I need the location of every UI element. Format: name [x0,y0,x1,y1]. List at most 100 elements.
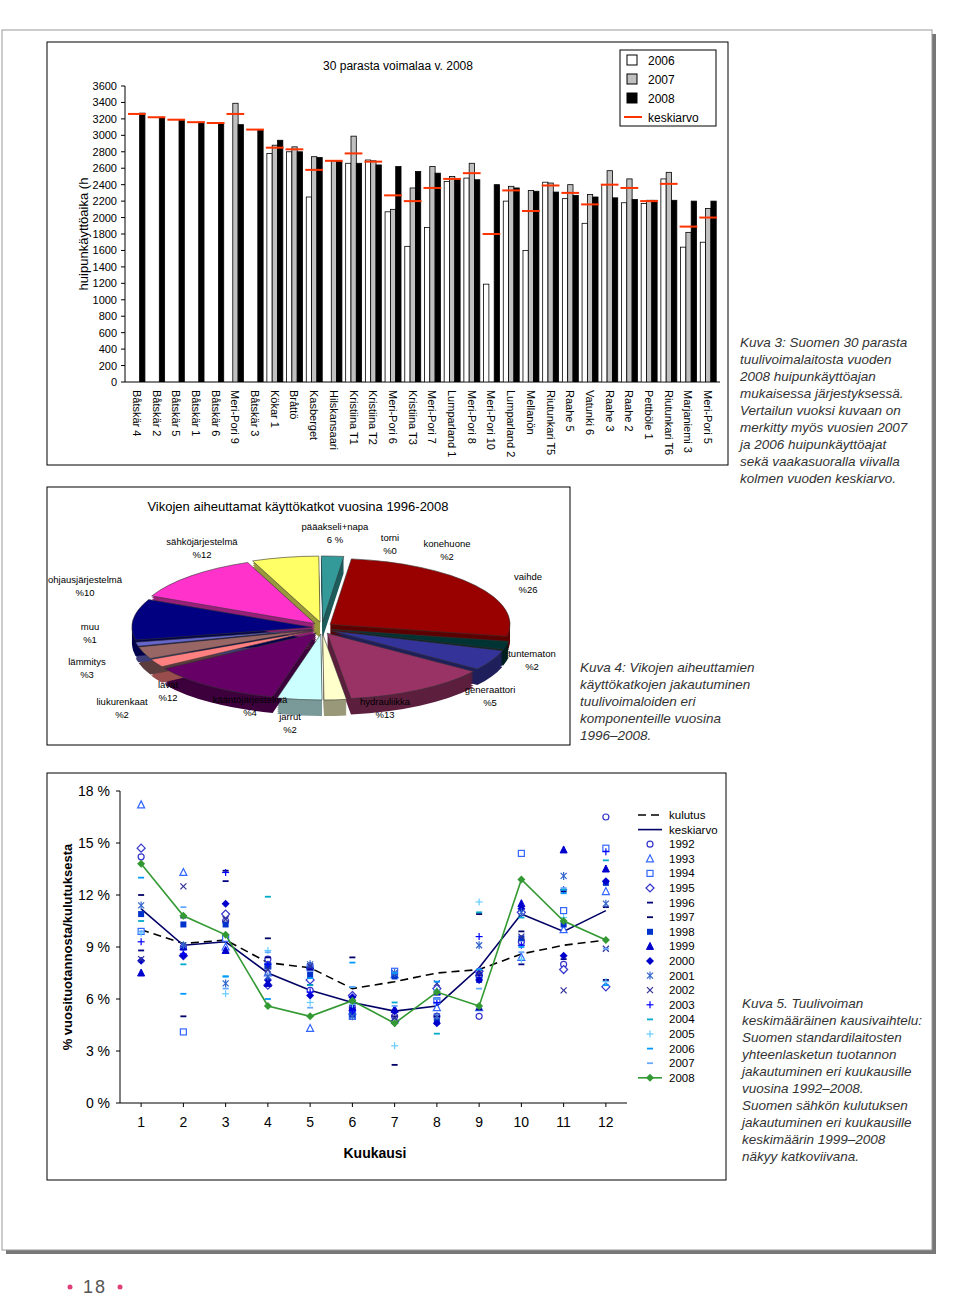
bar [612,198,617,382]
caption-line: Suomen standardilaitosten [742,1030,902,1045]
bar [503,201,508,382]
marker [223,881,229,882]
marker-part [223,980,229,986]
marker-part [603,946,609,952]
legend-swatch [627,74,637,84]
bar [528,190,533,382]
marker [561,872,567,880]
marker-part [476,913,482,915]
marker [518,942,525,949]
legend-label: 1994 [669,867,695,879]
marker [307,989,314,996]
bar [140,113,145,382]
plot [137,801,610,1065]
legend-swatch [647,1048,653,1049]
marker-part [560,846,567,853]
slice-name: ohjausjärjestelmä [48,574,123,585]
bar [233,103,238,382]
marker-part [647,1062,653,1064]
marker-part [603,946,609,952]
marker-part [434,998,440,1000]
bar [700,242,705,382]
bar [312,157,317,382]
marker-part [647,987,653,993]
data-label: %12 [158,692,177,703]
marker-part [647,942,654,949]
tick-label: 3 % [86,1043,110,1059]
marker-part [646,957,654,965]
slice-name: jarrut [278,711,301,722]
marker [180,1016,186,1017]
marker [476,988,482,989]
marker-part [310,999,311,1006]
marker [307,972,313,978]
mean-dash [148,116,166,118]
tick-label: 600 [99,327,117,339]
marker-part [223,921,229,927]
marker-part [434,1013,440,1019]
bar [430,167,435,382]
slice-name: vaihde [514,571,542,582]
caption-line: 1996–2008. [580,728,651,743]
tick-label: 9 % [86,939,110,955]
marker-part [521,908,522,916]
marker-part [434,981,440,983]
marker-part [222,946,229,953]
data-label: %4 [243,707,257,718]
marker [518,934,524,940]
marker-part [138,801,145,808]
bar [666,172,671,382]
marker [180,883,186,889]
category-label: Mellanön [525,390,537,435]
slice-name: muu [81,621,99,632]
marker [179,912,187,920]
caption-line: merkitty myös vuosien 2007 [740,420,908,435]
legend-item: 2005 [647,1028,695,1040]
data-label: %12 [192,549,211,560]
marker-part [518,934,524,940]
bar [351,136,356,382]
marker-part [223,916,229,922]
marker [138,969,145,976]
bar [218,123,223,382]
x-axis [120,1103,627,1104]
data-label: 6 % [327,534,344,545]
bar [711,201,716,382]
tick [121,283,125,284]
marker-part [476,977,482,983]
tick-label: 6 [348,1114,356,1130]
marker-part [649,972,650,980]
legend-swatch [646,957,654,965]
mean-dash [207,122,225,124]
marker [138,938,145,945]
mean-dash [286,148,304,150]
legend-swatch [647,972,653,980]
category-label: Meri-Pori 5 [702,390,714,444]
marker [434,999,440,1000]
marker-part [479,933,480,940]
marker-part [180,942,186,948]
marker [307,978,313,979]
tick [436,1103,437,1107]
tick [116,1051,120,1052]
legend-label: 2004 [669,1013,695,1025]
bar [267,153,272,382]
mean-dash [246,129,264,131]
bar [621,203,626,382]
marker-part [394,1042,395,1049]
axis-label: % vuosituotannosta/kulutuksesta [60,843,75,1050]
page-number-bullet [118,1285,123,1290]
bar [543,182,548,382]
marker [560,917,568,925]
marker [476,970,482,976]
marker-part [561,873,567,879]
marker-part [603,814,609,820]
slice-name: lavat [158,679,178,690]
marker [265,952,271,953]
marker-part [183,950,184,957]
marker-part [307,977,313,979]
caption-line: tuulivoimalaitosta vuoden [740,352,892,367]
marker [475,976,483,984]
legend-label: 1995 [669,882,695,894]
category-label: Båtskär 2 [151,390,163,436]
